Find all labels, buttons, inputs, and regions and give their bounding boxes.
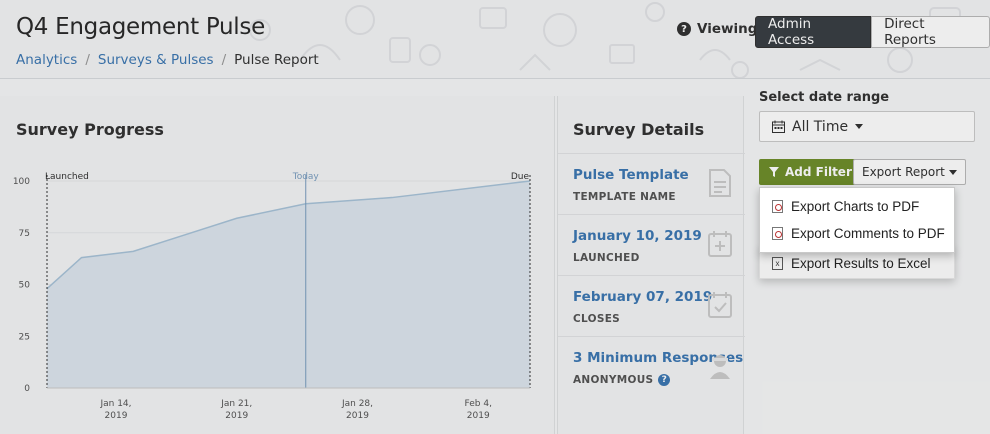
x-tick-label: Jan 14,	[99, 399, 131, 409]
admin-access-button[interactable]: Admin Access	[755, 16, 872, 48]
date-range-label: Select date range	[759, 90, 890, 105]
export-report-label: Export Report	[862, 165, 945, 179]
document-icon	[709, 169, 731, 197]
date-range-select[interactable]: All Time	[759, 111, 975, 142]
pdf-icon	[772, 200, 783, 213]
page-header: Q4 Engagement Pulse Analytics / Surveys …	[0, 0, 990, 79]
export-charts-pdf-label: Export Charts to PDF	[791, 199, 920, 214]
x-tick-label: Jan 21,	[220, 399, 252, 409]
survey-details-title: Survey Details	[573, 120, 705, 139]
add-filter-button[interactable]: Add Filter	[759, 159, 862, 185]
export-results-excel-label: Export Results to Excel	[791, 255, 931, 271]
template-name-value[interactable]: Pulse Template	[573, 167, 689, 183]
breadcrumb-current: Pulse Report	[234, 52, 319, 68]
calendar-icon	[772, 120, 785, 133]
x-tick-label: 2019	[105, 411, 128, 421]
viewing-label: ? Viewing	[677, 21, 757, 37]
breadcrumb-separator: /	[221, 52, 227, 68]
x-tick-label: Jan 28,	[341, 399, 373, 409]
chevron-down-icon	[948, 169, 957, 175]
closes-label-text: CLOSES	[573, 313, 621, 325]
viewing-toggle: Admin Access Direct Reports	[755, 16, 990, 48]
export-report-button[interactable]: Export Report	[853, 159, 966, 185]
launched-label-text: LAUNCHED	[573, 252, 640, 264]
question-circle-icon[interactable]: ?	[677, 22, 691, 36]
today-annotation: Today	[292, 172, 320, 182]
launched-annotation: Launched	[45, 172, 89, 182]
survey-progress-chart: 100 75 50 25 0 Launched Today Due Jan 14, 2019 Jan…	[13, 172, 531, 421]
breadcrumb-separator: /	[85, 52, 90, 68]
breadcrumb-surveys-pulses[interactable]: Surveys & Pulses	[97, 52, 214, 68]
filter-icon	[769, 167, 779, 177]
y-tick-label: 100	[13, 177, 30, 187]
anonymous-user-icon	[710, 355, 730, 379]
detail-template-name: Pulse Template TEMPLATE NAME	[558, 153, 745, 214]
x-tick-label: Feb 4,	[465, 399, 492, 409]
x-tick-label: 2019	[225, 411, 248, 421]
viewing-text: Viewing	[697, 21, 758, 37]
anonymous-label-text: ANONYMOUS	[573, 374, 654, 386]
template-name-label-text: TEMPLATE NAME	[573, 191, 676, 203]
anonymous-info-icon[interactable]: ?	[658, 374, 671, 386]
export-report-menu: Export Charts to PDF Export Comments to …	[759, 187, 955, 253]
progress-line	[46, 180, 531, 290]
closes-label: CLOSES	[573, 313, 620, 325]
due-annotation: Due	[511, 172, 530, 182]
direct-reports-button[interactable]: Direct Reports	[871, 16, 990, 48]
add-filter-label: Add Filter	[785, 165, 852, 179]
launched-label: LAUNCHED	[573, 252, 640, 264]
chevron-down-icon	[855, 124, 864, 129]
survey-details-card: Survey Details Pulse Template TEMPLATE N…	[557, 96, 745, 434]
export-charts-pdf-item[interactable]: Export Charts to PDF	[760, 193, 954, 220]
detail-closes: February 07, 2019 CLOSES	[558, 275, 745, 336]
x-tick-label: 2019	[346, 411, 369, 421]
breadcrumb: Analytics / Surveys & Pulses / Pulse Rep…	[16, 52, 319, 68]
y-tick-label: 50	[19, 281, 31, 291]
survey-progress-title: Survey Progress	[16, 120, 164, 139]
pdf-icon	[772, 227, 783, 240]
export-comments-pdf-label: Export Comments to PDF	[791, 226, 945, 241]
calendar-check-icon	[708, 292, 732, 318]
page-title: Q4 Engagement Pulse	[16, 14, 265, 40]
report-controls: Select date range All Time Add Filter Ex…	[745, 80, 990, 434]
progress-area	[47, 181, 530, 388]
detail-launched: January 10, 2019 LAUNCHED	[558, 214, 745, 275]
anonymous-label: ANONYMOUS?	[573, 374, 671, 386]
excel-icon: x	[772, 256, 783, 270]
date-range-value: All Time	[792, 118, 849, 135]
y-tick-label: 75	[19, 229, 30, 239]
calendar-plus-icon	[708, 231, 732, 257]
detail-anonymous: 3 Minimum Responses ANONYMOUS?	[558, 336, 745, 397]
template-name-label: TEMPLATE NAME	[573, 191, 676, 203]
export-comments-pdf-item[interactable]: Export Comments to PDF	[760, 220, 954, 247]
x-tick-label: 2019	[467, 411, 490, 421]
minimum-responses-value: 3 Minimum Responses	[573, 350, 744, 366]
launched-date-value: January 10, 2019	[573, 228, 702, 244]
breadcrumb-analytics[interactable]: Analytics	[16, 52, 78, 68]
y-tick-label: 25	[19, 332, 30, 342]
y-tick-label: 0	[24, 384, 30, 394]
closes-date-value: February 07, 2019	[573, 289, 713, 305]
